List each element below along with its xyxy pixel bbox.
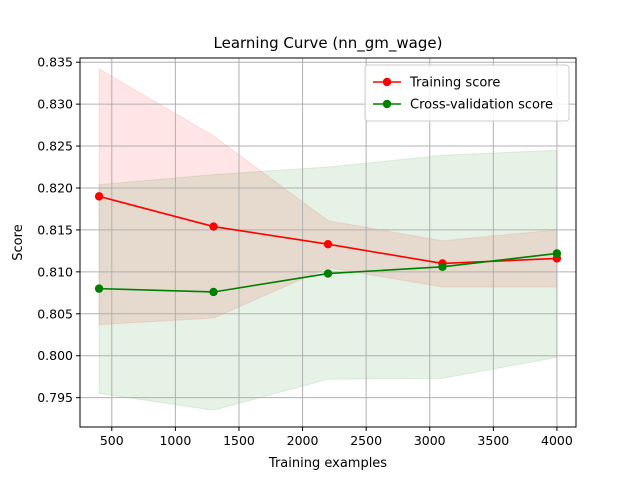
y-tick-label-2: 0.805 — [37, 306, 73, 321]
y-tick-label-3: 0.810 — [37, 264, 73, 279]
series-lines — [94, 192, 562, 297]
legend-label-0: Training score — [409, 76, 500, 91]
legend: Training score Cross-validation score — [364, 64, 570, 122]
series-1-point-4 — [552, 249, 562, 258]
x-tick-label-1: 1000 — [159, 433, 191, 448]
y-tick-label-0: 0.795 — [37, 390, 73, 405]
legend-marker-0 — [382, 77, 392, 87]
legend-box — [364, 64, 570, 122]
x-tick-label-3: 2000 — [287, 433, 319, 448]
y-tick-label-5: 0.820 — [37, 180, 73, 195]
chart-title: Learning Curve (nn_gm_wage) — [214, 34, 443, 53]
x-tick-label-2: 1500 — [223, 433, 255, 448]
y-tick-label-6: 0.825 — [37, 139, 73, 154]
y-tick-label-8: 0.835 — [37, 55, 73, 70]
plot-frame — [79, 57, 577, 428]
series-0-point-1 — [209, 222, 218, 231]
series-0-point-2 — [323, 239, 333, 249]
series-1-point-2 — [323, 269, 333, 278]
series-1-point-1 — [209, 287, 218, 297]
x-tick-label-5: 3000 — [414, 433, 446, 448]
series-1-point-0 — [94, 284, 104, 293]
y-tick-label-1: 0.800 — [37, 348, 73, 363]
axis-ticks: 500 1000 1500 2000 2500 3000 3500 4000 0.795 0.80… — [37, 55, 573, 448]
legend-marker-1 — [382, 99, 392, 109]
x-tick-label-0: 500 — [100, 433, 124, 448]
legend-label-1: Cross-validation score — [410, 98, 553, 113]
x-tick-label-6: 3500 — [477, 433, 509, 448]
y-tick-label-7: 0.830 — [37, 97, 73, 112]
x-tick-label-7: 4000 — [541, 433, 573, 448]
x-axis-label: Training examples — [268, 456, 387, 471]
series-1-point-3 — [438, 262, 447, 272]
y-tick-label-4: 0.815 — [37, 222, 73, 237]
y-axis-label: Score — [11, 224, 26, 260]
x-tick-label-4: 2500 — [350, 433, 382, 448]
series-0-point-0 — [94, 192, 104, 201]
